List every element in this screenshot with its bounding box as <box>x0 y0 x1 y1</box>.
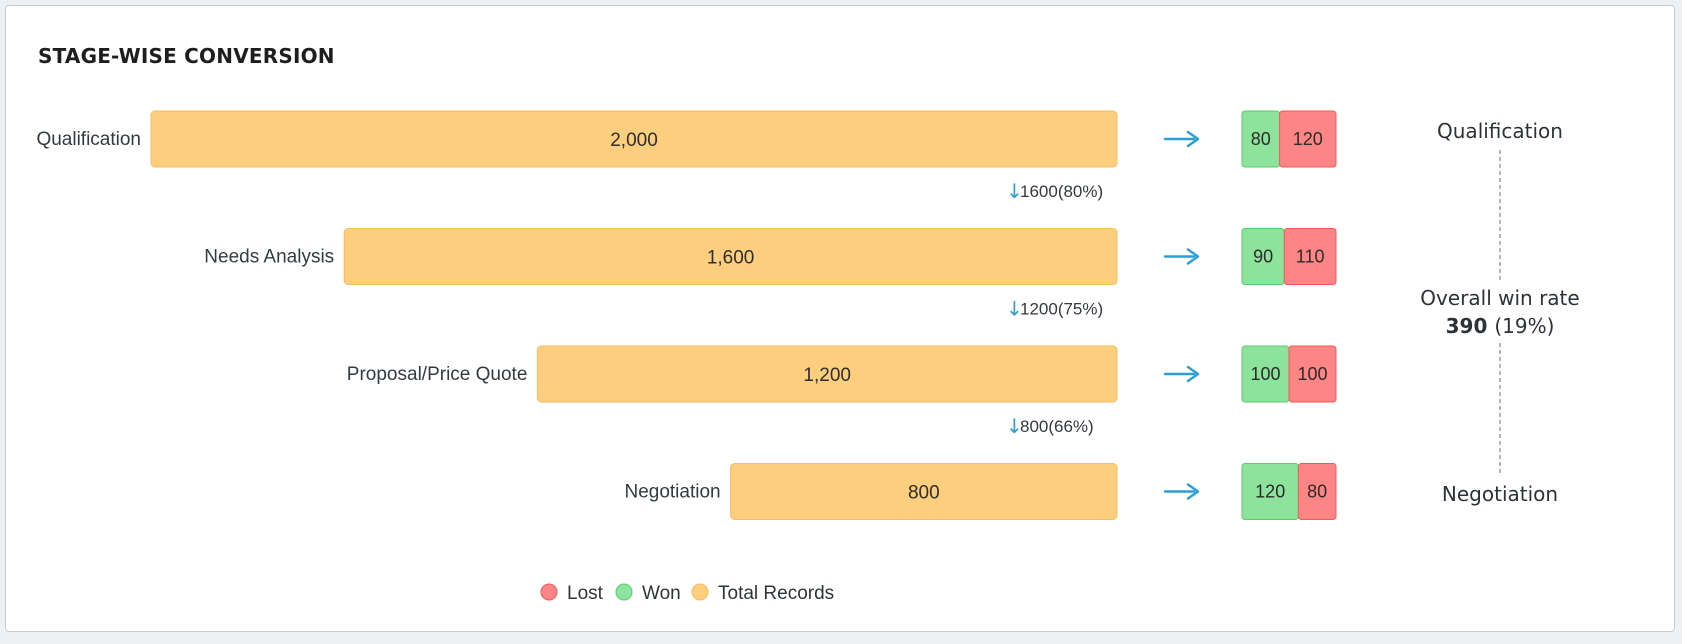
summary-from-stage: Qualification <box>1437 119 1563 143</box>
stage-wise-conversion-card: STAGE-WISE CONVERSION <box>5 5 1675 632</box>
lost-segment[interactable] <box>1283 228 1337 285</box>
bar-value-label: 2,000 <box>610 130 658 151</box>
legend-label: Total Records <box>718 583 834 604</box>
lost-segment[interactable] <box>1297 463 1337 520</box>
stage-label: Qualification <box>36 129 141 150</box>
total-records-bar[interactable] <box>343 228 1118 285</box>
legend-swatch[interactable] <box>691 583 709 601</box>
won-value-label: 90 <box>1253 247 1273 267</box>
total-records-bar[interactable] <box>730 463 1118 520</box>
stage-label: Proposal/Price Quote <box>347 364 528 385</box>
overall-win-rate-label: Overall win rate <box>1420 286 1579 310</box>
bar-value-label: 800 <box>908 483 940 504</box>
lost-segment[interactable] <box>1279 110 1337 168</box>
right-arrow-head-icon <box>1186 248 1200 265</box>
stage-label: Negotiation <box>624 482 720 503</box>
won-value-label: 120 <box>1255 482 1285 502</box>
conversion-label: 1600(80%) <box>1020 182 1103 201</box>
right-arrow-head-icon <box>1186 130 1200 148</box>
conversion-label: 1200(75%) <box>1020 300 1103 319</box>
bar-value-label: 1,600 <box>707 248 755 269</box>
legend-swatch[interactable] <box>615 583 633 601</box>
bar-value-label: 1,200 <box>803 365 851 386</box>
summary-to-stage: Negotiation <box>1442 482 1558 506</box>
lost-segment[interactable] <box>1288 345 1337 403</box>
legend-label: Won <box>642 583 681 604</box>
stage-label: Needs Analysis <box>204 247 334 268</box>
total-records-bar[interactable] <box>536 345 1118 403</box>
right-arrow-head-icon <box>1186 365 1200 383</box>
won-value-label: 80 <box>1251 129 1271 149</box>
total-records-bar[interactable] <box>150 110 1118 168</box>
down-arrow-icon: ↓ <box>1006 179 1023 203</box>
lost-value-label: 110 <box>1296 247 1325 267</box>
right-arrow-head-icon <box>1186 483 1200 500</box>
down-arrow-icon: ↓ <box>1006 414 1023 438</box>
win-percent: (19%) <box>1494 314 1554 338</box>
lost-value-label: 120 <box>1293 129 1323 149</box>
legend-swatch[interactable] <box>540 583 558 601</box>
win-count: 390 <box>1446 314 1495 338</box>
conversion-label: 800(66%) <box>1020 417 1094 436</box>
legend-label: Lost <box>567 583 604 604</box>
won-value-label: 100 <box>1250 364 1280 384</box>
chart-title: STAGE-WISE CONVERSION <box>38 44 335 68</box>
lost-value-label: 100 <box>1297 364 1327 384</box>
lost-value-label: 80 <box>1307 482 1327 502</box>
down-arrow-icon: ↓ <box>1006 297 1023 321</box>
overall-win-rate-value: 390 (19%) <box>1446 314 1555 338</box>
